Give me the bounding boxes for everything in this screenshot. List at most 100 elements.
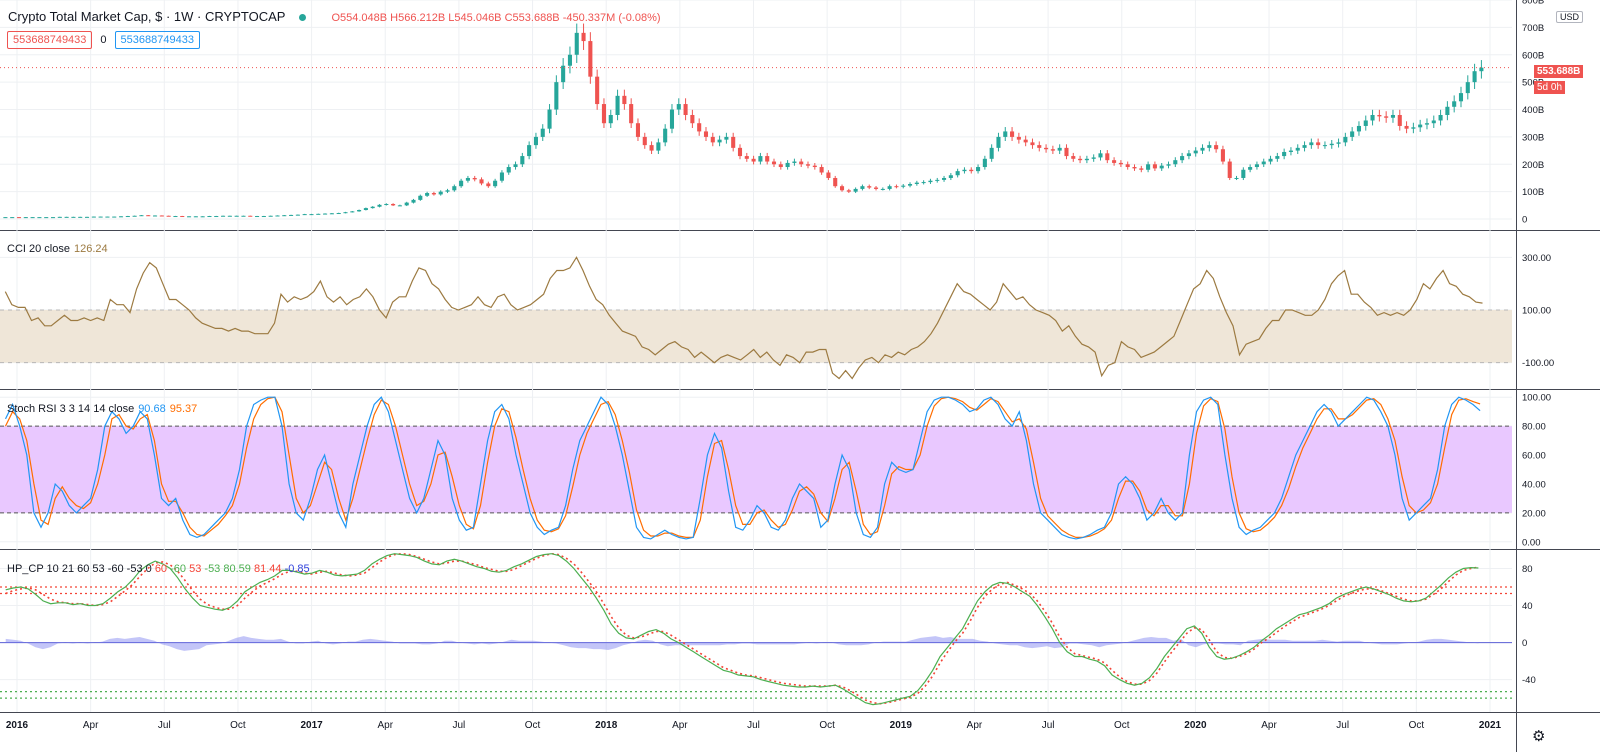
candle[interactable] [91,216,96,218]
candle[interactable] [1411,122,1416,134]
candle[interactable] [3,217,8,219]
candle[interactable] [676,98,681,115]
candle[interactable] [1370,109,1375,126]
candle[interactable] [914,180,919,186]
cci-line[interactable] [4,256,1483,380]
candle[interactable] [261,215,266,218]
candle[interactable] [622,89,627,110]
candle[interactable] [1329,139,1334,149]
candle[interactable] [697,118,702,136]
candle[interactable] [1438,109,1443,126]
candle[interactable] [765,152,770,165]
candle[interactable] [962,167,967,174]
candle[interactable] [50,217,56,219]
candle[interactable] [908,182,913,188]
candle[interactable] [513,161,518,170]
candle[interactable] [180,215,185,218]
candle[interactable] [1268,155,1273,165]
hp-fast-line[interactable] [5,553,1479,706]
candle[interactable] [1078,155,1083,164]
candle[interactable] [71,216,76,218]
candle[interactable] [663,124,668,147]
candle[interactable] [1003,127,1008,142]
cci-pane[interactable] [4,256,1483,380]
hp-cp-pane[interactable] [0,552,1512,706]
stoch-rsi-pane[interactable] [4,396,1481,540]
candle[interactable] [996,132,1001,152]
candle[interactable] [309,213,314,216]
candle[interactable] [833,175,838,188]
candle[interactable] [384,203,389,206]
candle[interactable] [323,213,328,215]
candle[interactable] [1220,145,1225,165]
candle[interactable] [234,215,239,217]
candle[interactable] [629,98,634,129]
candle[interactable] [64,216,69,218]
candle[interactable] [30,217,35,219]
time-axis[interactable]: 2016 Apr Jul Oct 2017 Apr Jul Oct 2018 Apr Jul Oct 2… [6,720,1502,731]
candle[interactable] [880,187,885,191]
candle[interactable] [554,75,559,115]
candle[interactable] [1322,141,1327,149]
candle[interactable] [377,204,382,208]
candle[interactable] [57,216,62,218]
candle[interactable] [846,188,851,194]
candle[interactable] [595,69,600,110]
candle[interactable] [118,216,124,218]
candle[interactable] [370,206,375,209]
candle[interactable] [853,187,858,194]
candle[interactable] [1356,121,1361,136]
candle[interactable] [472,175,477,182]
candle[interactable] [1152,161,1157,171]
candle[interactable] [1037,141,1042,152]
currency-button[interactable]: USD [1556,11,1584,23]
candle[interactable] [1030,138,1035,149]
candle[interactable] [139,215,144,217]
candle[interactable] [248,215,253,217]
candle[interactable] [350,210,355,213]
candle[interactable] [867,184,872,190]
candle[interactable] [703,127,709,142]
candle[interactable] [1186,150,1191,160]
candle[interactable] [1112,157,1117,166]
candle[interactable] [839,184,845,192]
candle[interactable] [452,184,457,192]
candle[interactable] [445,188,450,194]
candle[interactable] [363,207,368,211]
candle[interactable] [493,178,498,188]
candle[interactable] [316,213,321,215]
candle[interactable] [1336,138,1341,148]
candle[interactable] [78,216,83,218]
candle[interactable] [547,104,552,134]
candle[interactable] [132,215,137,217]
candle[interactable] [1098,150,1103,161]
candle[interactable] [1044,144,1049,153]
candle[interactable] [207,215,212,218]
candle[interactable] [1465,75,1470,100]
candle[interactable] [44,217,49,219]
candle[interactable] [1193,147,1198,157]
candle[interactable] [1050,145,1055,155]
candle[interactable] [1105,150,1110,164]
candle[interactable] [581,23,586,50]
candle[interactable] [1071,152,1076,162]
value-box-right[interactable]: 553688749433 [114,31,200,49]
candle[interactable] [942,175,947,182]
cci-legend[interactable]: CCI 20 close 126.24 [7,243,108,255]
candle[interactable] [1309,138,1314,149]
candle[interactable] [159,215,164,217]
value-box-left[interactable]: 553688749433 [7,31,93,49]
candle[interactable] [1200,144,1205,155]
candle[interactable] [1377,109,1382,122]
candle[interactable] [1445,101,1450,121]
candle[interactable] [792,158,797,166]
candle[interactable] [268,215,273,217]
candle[interactable] [112,216,117,218]
candle[interactable] [1146,161,1151,173]
candle[interactable] [37,217,42,219]
candle[interactable] [683,98,688,121]
candle[interactable] [1458,86,1464,108]
candle[interactable] [1173,157,1178,168]
candle[interactable] [635,118,641,142]
candle[interactable] [717,135,722,147]
